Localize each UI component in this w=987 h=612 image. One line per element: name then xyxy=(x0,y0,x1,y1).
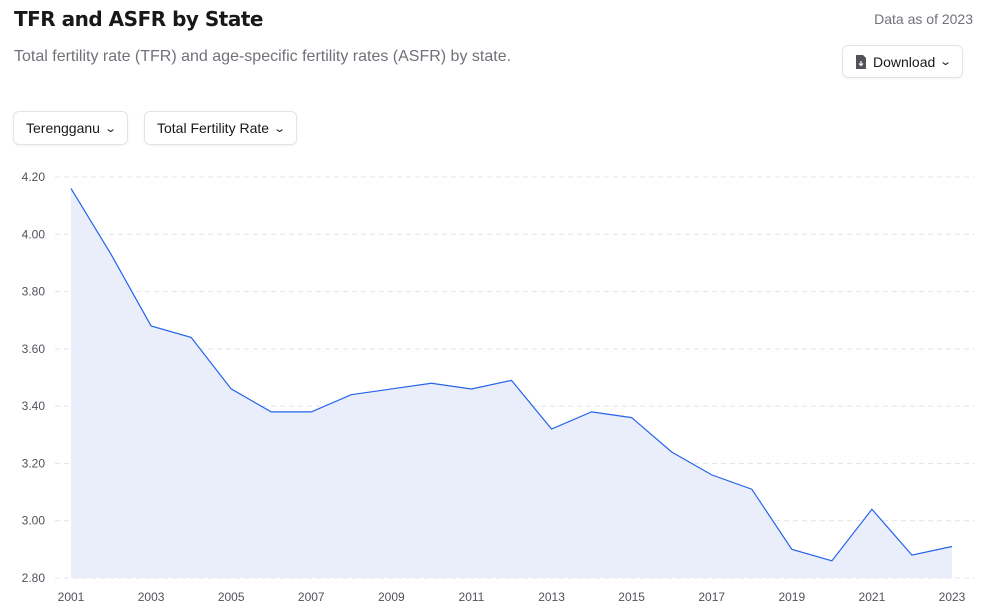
x-tick-label: 2015 xyxy=(618,590,645,604)
x-tick-label: 2003 xyxy=(138,590,165,604)
x-tick-label: 2023 xyxy=(939,590,966,604)
x-tick-label: 2019 xyxy=(778,590,805,604)
y-tick-label: 3.80 xyxy=(22,285,46,299)
download-label: Download xyxy=(873,53,936,70)
measure-select[interactable]: Total Fertility Rate ⌄ xyxy=(144,111,298,145)
x-tick-label: 2017 xyxy=(698,590,725,604)
x-tick-label: 2001 xyxy=(58,590,85,604)
x-tick-label: 2013 xyxy=(538,590,565,604)
y-tick-label: 3.20 xyxy=(22,456,46,470)
series-line xyxy=(70,188,953,562)
file-download-icon xyxy=(856,54,866,69)
y-tick-label: 2.80 xyxy=(22,571,46,585)
state-select[interactable]: Terengganu ⌄ xyxy=(13,111,129,145)
area-fill xyxy=(71,188,952,578)
chevron-down-icon: ⌄ xyxy=(104,122,118,135)
y-tick-label: 4.00 xyxy=(22,227,46,241)
data-as-of: Data as of 2023 xyxy=(874,11,973,27)
y-tick-label: 3.60 xyxy=(22,342,46,356)
chevron-down-icon: ⌄ xyxy=(273,122,287,135)
x-tick-label: 2005 xyxy=(218,590,245,604)
x-tick-label: 2009 xyxy=(378,590,405,604)
download-button[interactable]: Download ⌄ xyxy=(842,45,964,78)
page-subtitle: Total fertility rate (TFR) and age-speci… xyxy=(14,48,512,65)
y-tick-label: 4.20 xyxy=(22,170,46,184)
state-select-value: Terengganu xyxy=(26,120,100,136)
x-tick-label: 2007 xyxy=(298,590,325,604)
chevron-down-icon: ⌄ xyxy=(939,56,953,68)
page-title: TFR and ASFR by State xyxy=(14,7,264,31)
y-tick-label: 3.00 xyxy=(22,514,46,528)
y-tick-label: 3.40 xyxy=(22,399,46,413)
x-tick-label: 2021 xyxy=(859,590,886,604)
measure-select-value: Total Fertility Rate xyxy=(157,120,270,136)
x-tick-label: 2011 xyxy=(459,590,485,604)
